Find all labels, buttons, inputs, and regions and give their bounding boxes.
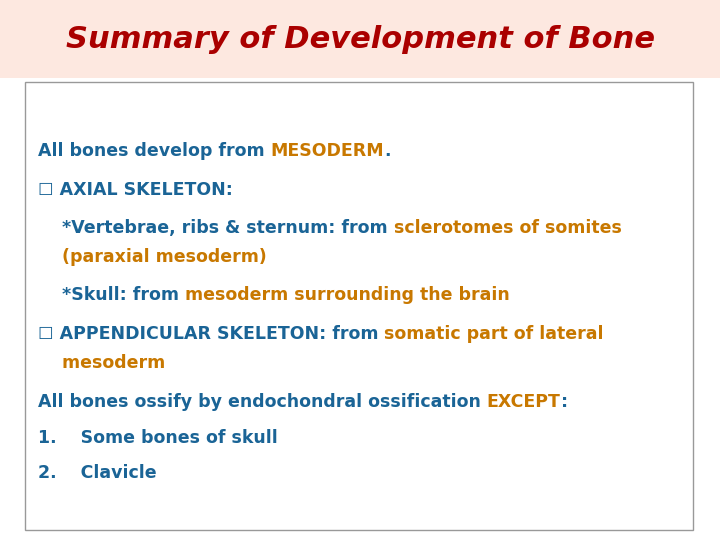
- Text: (paraxial mesoderm): (paraxial mesoderm): [38, 248, 266, 266]
- Text: ☐ AXIAL SKELETON:: ☐ AXIAL SKELETON:: [38, 180, 233, 199]
- Text: somatic part of lateral: somatic part of lateral: [384, 325, 604, 343]
- Text: MESODERM: MESODERM: [271, 143, 384, 160]
- Text: sclerotomes of somites: sclerotomes of somites: [394, 219, 621, 237]
- Text: 2.    Clavicle: 2. Clavicle: [38, 464, 157, 482]
- Text: EXCEPT: EXCEPT: [487, 393, 561, 411]
- FancyBboxPatch shape: [25, 82, 693, 530]
- Text: .: .: [384, 143, 391, 160]
- Text: ☐ APPENDICULAR SKELETON: from: ☐ APPENDICULAR SKELETON: from: [38, 325, 384, 343]
- Text: All bones ossify by endochondral ossification: All bones ossify by endochondral ossific…: [38, 393, 487, 411]
- Text: mesoderm surrounding the brain: mesoderm surrounding the brain: [185, 286, 510, 304]
- Text: *Vertebrae, ribs & sternum: from: *Vertebrae, ribs & sternum: from: [38, 219, 394, 237]
- FancyBboxPatch shape: [0, 0, 720, 78]
- Text: All bones develop from: All bones develop from: [38, 143, 271, 160]
- Text: Summary of Development of Bone: Summary of Development of Bone: [66, 24, 654, 53]
- Text: 1.    Some bones of skull: 1. Some bones of skull: [38, 429, 278, 447]
- Text: *Skull: from: *Skull: from: [38, 286, 185, 304]
- Text: mesoderm: mesoderm: [38, 354, 166, 372]
- Text: :: :: [561, 393, 568, 411]
